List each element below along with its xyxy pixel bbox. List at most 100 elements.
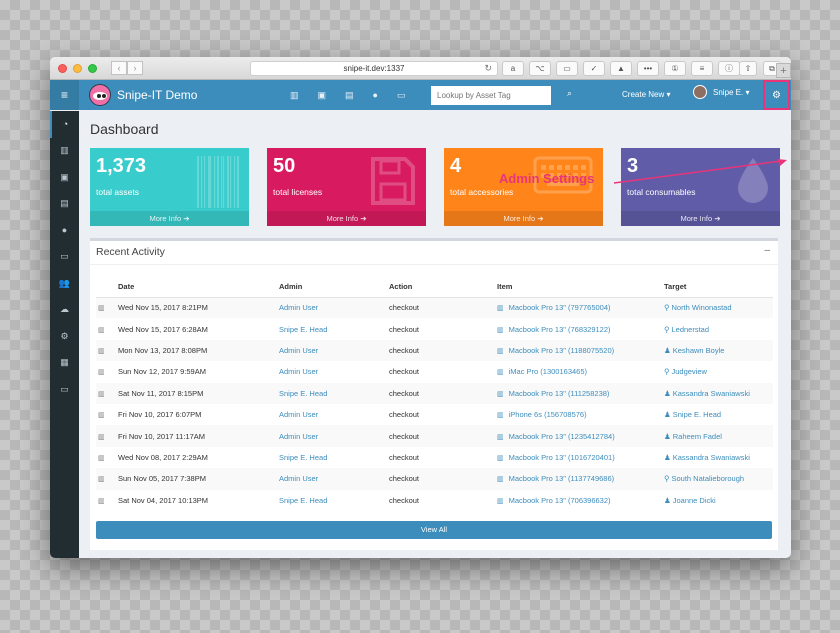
item-link[interactable]: ▥ Macbook Pro 13" (111258238) — [495, 382, 662, 404]
collapse-button[interactable]: – — [764, 245, 770, 256]
target-link[interactable]: ♟ Raheem Fadel — [662, 425, 773, 447]
item-name: Macbook Pro 13" (111258238) — [508, 388, 610, 398]
brand-link[interactable]: Snipe-IT Demo — [89, 84, 197, 106]
target-link[interactable]: ⚲ Judgeview — [662, 361, 773, 382]
extension-icon[interactable]: ⓘ — [718, 61, 740, 76]
sidebar-item-settings[interactable]: ⚙ — [50, 323, 79, 350]
main-content: Dashboard 1,373 total assets More Info ➔ 50… — [79, 111, 791, 558]
admin-link[interactable]: Admin User — [279, 367, 319, 377]
search-icon[interactable]: ⌕ — [567, 88, 573, 98]
sidebar-item-dashboard[interactable]: ◔ — [50, 111, 79, 138]
column-header-date[interactable]: Date — [116, 276, 277, 298]
reload-icon[interactable]: ↻ — [484, 63, 492, 73]
table-row: ▥ Sat Nov 11, 2017 8:15PM Snipe E. Head che… — [96, 382, 773, 404]
consumables-drop-icon[interactable]: ● — [372, 90, 378, 100]
item-name: iMac Pro (1300163465) — [508, 367, 588, 377]
target-name: Kassandra Swaniawski — [672, 452, 750, 462]
admin-link[interactable]: Snipe E. Head — [279, 452, 328, 462]
column-header-admin[interactable]: Admin — [277, 276, 387, 298]
sidebar-item-licenses[interactable]: ▣ — [50, 164, 79, 191]
admin-link[interactable]: Snipe E. Head — [279, 324, 328, 334]
item-link[interactable]: ▥ Macbook Pro 13" (706396632) — [495, 490, 662, 511]
item-link[interactable]: ▥ iMac Pro (1300163465) — [495, 361, 662, 382]
address-bar[interactable]: snipe-it.dev:1337 ↻ — [250, 61, 498, 76]
item-link[interactable]: ▥ iPhone 6s (156708576) — [495, 404, 662, 425]
licenses-icon: ▣ — [60, 171, 69, 182]
column-header-item[interactable]: Item — [495, 276, 662, 298]
more-info-link[interactable]: More Info ➔ — [90, 211, 249, 226]
target-link[interactable]: ⚲ Lednerstad — [662, 318, 773, 339]
assets-barcode-icon[interactable]: ▥ — [290, 89, 299, 100]
components-hdd-icon[interactable]: ▭ — [396, 89, 406, 100]
more-info-link[interactable]: More Info ➔ — [267, 211, 426, 226]
target-link[interactable]: ♟ Snipe E. Head — [662, 404, 773, 425]
barcode-icon: ▥ — [98, 454, 105, 462]
new-tab-button[interactable]: + — [776, 63, 791, 78]
admin-link[interactable]: Admin User — [277, 297, 387, 319]
more-info-link[interactable]: More Info ➔ — [444, 211, 603, 226]
extension-icon[interactable]: ⌥ — [529, 61, 551, 76]
sidebar-item-accessories[interactable]: ▤ — [50, 191, 79, 218]
table-row: ▥ Sun Nov 12, 2017 9:59AM Admin User checko… — [96, 361, 773, 382]
sidebar-item-import[interactable]: ☁ — [50, 297, 79, 324]
user-menu[interactable]: Snipe E. ▾ — [693, 85, 749, 99]
target-link[interactable]: ♟ Kassandra Swaniawski — [662, 382, 773, 404]
column-header-target[interactable]: Target — [662, 276, 773, 298]
extension-icon[interactable]: ≡ — [691, 61, 713, 76]
sidebar-item-assets[interactable]: ▥ — [50, 138, 79, 165]
admin-settings-button[interactable]: ⚙ — [763, 80, 790, 110]
close-window-button[interactable] — [58, 63, 67, 73]
extension-icon[interactable]: a — [502, 61, 524, 76]
sidebar-item-people[interactable]: 👥 — [50, 270, 79, 297]
item-link[interactable]: ▥ Macbook Pro 13" (1016720401) — [495, 447, 662, 468]
view-all-button[interactable]: View All — [96, 521, 772, 539]
column-header-action[interactable]: Action — [387, 276, 495, 298]
action-cell: checkout — [389, 410, 420, 420]
more-info-link[interactable]: More Info ➔ — [621, 211, 780, 226]
sidebar-toggle-button[interactable]: ≡ — [50, 80, 79, 110]
extension-icon[interactable]: ① — [664, 61, 686, 76]
target-link[interactable]: ⚲ South Natalieborough — [662, 468, 773, 490]
share-icon[interactable]: ⇧ — [739, 61, 757, 76]
barcode-icon: ▥ — [98, 305, 105, 313]
create-new-dropdown[interactable]: Create New ▾ — [622, 90, 671, 99]
sidebar-item-requestable[interactable]: ▭ — [50, 376, 79, 403]
sidebar-item-reports[interactable]: ▦ — [50, 350, 79, 377]
item-link[interactable]: ▥ Macbook Pro 13" (1235412784) — [495, 425, 662, 447]
item-link[interactable]: ▥ Macbook Pro 13" (1137749686) — [495, 468, 662, 490]
item-link[interactable]: ▥ Macbook Pro 13" (768329122) — [495, 318, 662, 339]
sidebar-item-components[interactable]: ▭ — [50, 244, 79, 271]
admin-link[interactable]: Admin User — [277, 425, 387, 447]
extension-icon[interactable]: ▭ — [556, 61, 578, 76]
item-link[interactable]: ▥ Macbook Pro 13" (797765004) — [495, 297, 662, 319]
item-link[interactable]: ▥ Macbook Pro 13" (1188075520) — [495, 339, 662, 362]
item-name: Macbook Pro 13" (1137749686) — [508, 474, 615, 484]
admin-settings-callout: Admin Settings — [499, 171, 595, 186]
user-icon: ♟ — [664, 431, 671, 441]
target-link[interactable]: ♟ Kassandra Swaniawski — [662, 447, 773, 468]
accessories-keyboard-icon[interactable]: ▤ — [345, 89, 354, 100]
extension-icon[interactable]: ▲ — [610, 61, 632, 76]
target-link[interactable]: ♟ Keshawn Boyle — [662, 339, 773, 362]
minimize-window-button[interactable] — [73, 63, 82, 73]
back-button[interactable]: ‹ — [111, 61, 127, 75]
zoom-window-button[interactable] — [88, 63, 97, 73]
barcode-icon: ▥ — [98, 369, 105, 377]
admin-link[interactable]: Snipe E. Head — [277, 382, 387, 404]
browser-action-bar: ⇧ ⧉ — [739, 61, 781, 76]
asset-icon: ▥ — [497, 326, 504, 334]
target-link[interactable]: ♟ Joanne Dicki — [662, 490, 773, 511]
sidebar-item-consumables[interactable]: ● — [50, 217, 79, 244]
asset-tag-search-input[interactable] — [431, 86, 551, 105]
admin-link[interactable]: Admin User — [279, 410, 319, 420]
admin-link[interactable]: Admin User — [277, 468, 387, 490]
extension-icon[interactable]: ••• — [637, 61, 659, 76]
admin-link[interactable]: Admin User — [277, 339, 387, 362]
extension-icon[interactable]: ✓ — [583, 61, 605, 76]
action-cell: checkout — [387, 339, 495, 362]
target-link[interactable]: ⚲ North Winonastad — [662, 297, 773, 319]
admin-link[interactable]: Snipe E. Head — [279, 495, 328, 505]
forward-button[interactable]: › — [127, 61, 143, 75]
asset-barcode-cell: ▥ — [96, 468, 116, 490]
licenses-floppy-icon[interactable]: ▣ — [317, 89, 327, 100]
